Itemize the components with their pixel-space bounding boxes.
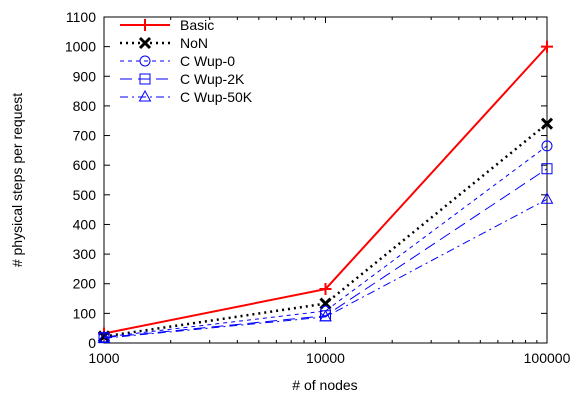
legend-marker-4 bbox=[138, 89, 152, 102]
legend-marker-2 bbox=[139, 55, 151, 67]
y-tick-label: 300 bbox=[73, 246, 97, 262]
y-tick-label: 700 bbox=[73, 128, 97, 144]
legend-marker-3 bbox=[139, 73, 151, 85]
y-axis-label: # physical steps per request bbox=[9, 93, 25, 267]
y-tick-label: 100 bbox=[73, 305, 97, 321]
legend: Basic NoN C Wup-0 C Wup-2K C Wup-50K bbox=[120, 17, 253, 105]
plot-area: 0 100 200 300 400 500 600 700 800 900 1000 1100 1000… bbox=[65, 9, 571, 366]
legend-label-0: Basic bbox=[180, 17, 214, 33]
y-tick-label: 600 bbox=[73, 157, 97, 173]
legend-label-2: C Wup-0 bbox=[180, 53, 235, 69]
series-line-3 bbox=[103, 168, 548, 339]
series-point-1 bbox=[540, 117, 554, 130]
series-point-2 bbox=[541, 140, 553, 152]
y-tick-label: 900 bbox=[73, 68, 97, 84]
series-line-4 bbox=[103, 198, 548, 339]
series-point-4 bbox=[319, 309, 332, 322]
y-tick-label: 1100 bbox=[66, 9, 96, 25]
x-tick-label: 10000 bbox=[306, 350, 345, 366]
y-tick-label: 800 bbox=[73, 98, 97, 114]
series-point-3 bbox=[541, 163, 553, 175]
x-tick-label: 1000 bbox=[88, 350, 119, 366]
series-line-2 bbox=[103, 145, 548, 338]
legend-marker-0 bbox=[139, 19, 151, 31]
series-point-0 bbox=[541, 40, 553, 53]
y-tick-label: 1000 bbox=[65, 39, 96, 55]
y-axis-label-group: # physical steps per request bbox=[9, 93, 25, 267]
y-tick-label: 500 bbox=[73, 187, 97, 203]
x-tick-label: 100000 bbox=[524, 350, 571, 366]
y-tick-label: 200 bbox=[73, 276, 97, 292]
legend-marker-1 bbox=[138, 36, 152, 50]
series-point-0 bbox=[319, 283, 332, 296]
x-axis-label: # of nodes bbox=[292, 377, 357, 393]
series-point-4 bbox=[97, 331, 111, 343]
y-tick-label: 400 bbox=[73, 216, 97, 232]
legend-label-4: C Wup-50K bbox=[180, 89, 253, 105]
legend-label-1: NoN bbox=[180, 35, 208, 51]
series-point-4 bbox=[540, 192, 554, 204]
legend-label-3: C Wup-2K bbox=[180, 71, 245, 87]
y-tick-label: 0 bbox=[88, 335, 96, 351]
